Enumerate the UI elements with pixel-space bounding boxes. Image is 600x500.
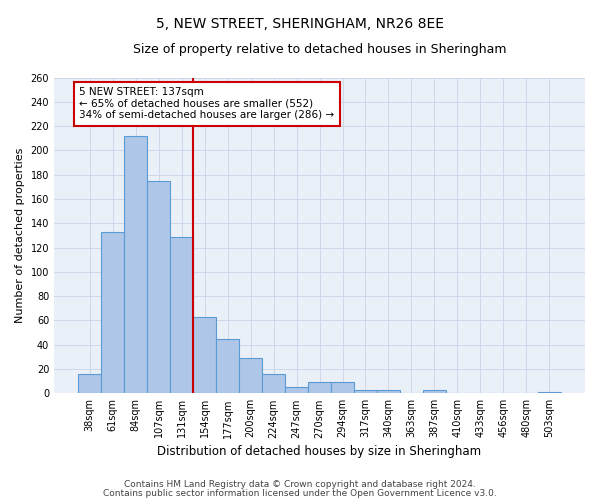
Text: 5 NEW STREET: 137sqm
← 65% of detached houses are smaller (552)
34% of semi-deta: 5 NEW STREET: 137sqm ← 65% of detached h… <box>79 87 334 120</box>
Bar <box>78 374 101 394</box>
Bar <box>216 338 239 394</box>
Title: Size of property relative to detached houses in Sheringham: Size of property relative to detached ho… <box>133 42 506 56</box>
Text: Contains HM Land Registry data © Crown copyright and database right 2024.: Contains HM Land Registry data © Crown c… <box>124 480 476 489</box>
Bar <box>377 390 400 394</box>
Bar <box>124 136 147 394</box>
Bar <box>538 392 561 394</box>
Bar <box>262 374 285 394</box>
Bar <box>331 382 354 394</box>
Bar <box>147 180 170 394</box>
Bar <box>170 236 193 394</box>
Text: 5, NEW STREET, SHERINGHAM, NR26 8EE: 5, NEW STREET, SHERINGHAM, NR26 8EE <box>156 18 444 32</box>
X-axis label: Distribution of detached houses by size in Sheringham: Distribution of detached houses by size … <box>157 444 482 458</box>
Bar <box>308 382 331 394</box>
Text: Contains public sector information licensed under the Open Government Licence v3: Contains public sector information licen… <box>103 489 497 498</box>
Bar <box>193 317 216 394</box>
Bar <box>285 387 308 394</box>
Y-axis label: Number of detached properties: Number of detached properties <box>15 148 25 323</box>
Bar <box>354 390 377 394</box>
Bar <box>239 358 262 394</box>
Bar <box>423 390 446 394</box>
Bar <box>101 232 124 394</box>
